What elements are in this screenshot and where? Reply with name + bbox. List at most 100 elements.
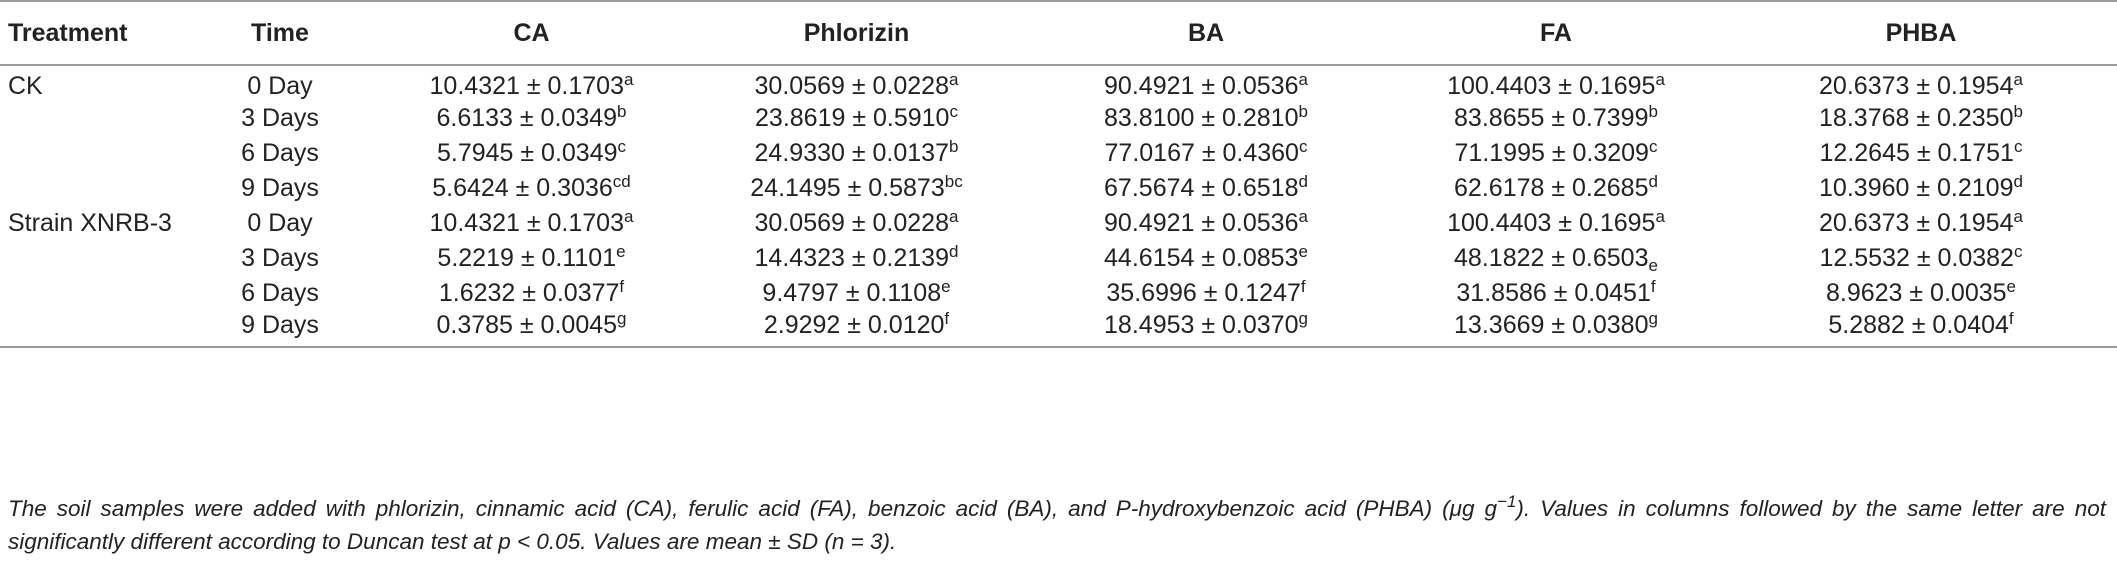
cell-phlorizin: 9.4797 ± 0.1108e [688,276,1025,311]
cell-value: 10.3960 ± 0.2109 [1819,174,2014,202]
header-time: Time [185,0,375,66]
significance-letter: a [948,207,959,226]
cell-value: 12.5532 ± 0.0382 [1819,244,2014,272]
cell-value: 62.6178 ± 0.2685 [1454,174,1649,202]
cell-fa: 100.4403 ± 0.1695a [1387,206,1725,241]
cell-phlorizin: 30.0569 ± 0.0228a [688,65,1025,101]
cell-phba: 20.6373 ± 0.1954a [1725,206,2117,241]
cell-phba: 20.6373 ± 0.1954a [1725,65,2117,101]
significance-letter: c [2013,242,2023,261]
cell-phlorizin: 30.0569 ± 0.0228a [688,206,1025,241]
cell-time: 6 Days [241,139,319,167]
cell-phba: 8.9623 ± 0.0035e [1725,276,2117,311]
cell-time: 0 Day [247,72,313,100]
footnote-text-2: ). Values in columns followed by the sam… [8,496,2106,554]
cell-fa: 71.1995 ± 0.3209c [1387,136,1725,171]
significance-letter: e [2006,277,2016,296]
cell-value: 18.3768 ± 0.2350 [1819,104,2014,132]
cell-value: 30.0569 ± 0.0228 [754,209,949,237]
cell-fa: 13.3669 ± 0.0380g [1387,310,1725,348]
cell-value: 10.4321 ± 0.1703 [429,209,624,237]
significance-letter: a [623,70,634,89]
cell-value: 24.9330 ± 0.0137 [754,139,949,167]
cell-value: 5.6424 ± 0.3036 [432,174,613,202]
significance-letter: d [948,242,959,261]
significance-letter: b [617,102,627,121]
cell-ba: 83.8100 ± 0.2810b [1025,101,1387,136]
significance-letter: b [1298,102,1308,121]
cell-value: 31.8586 ± 0.0451 [1456,279,1651,307]
cell-ba: 18.4953 ± 0.0370g [1025,309,1387,348]
cell-ca: 5.2219 ± 0.1101e [375,241,688,276]
cell-value: 5.2882 ± 0.0404 [1828,311,2009,339]
cell-treatment [0,101,185,136]
footnote-unit-exponent: −1 [1497,492,1517,511]
significance-letter: a [1655,207,1665,226]
significance-letter: f [1650,277,1656,296]
cell-treatment [0,276,185,311]
cell-value: 35.6996 ± 0.1247 [1106,279,1301,307]
cell-phba: 18.3768 ± 0.2350b [1725,101,2117,136]
cell-value: 77.0167 ± 0.4360 [1104,139,1299,167]
significance-letter: b [2013,102,2023,121]
cell-value: 90.4921 ± 0.0536 [1104,72,1299,100]
significance-letter: a [1655,70,1665,89]
cell-value: 0.3785 ± 0.0045 [436,311,618,339]
table-row: CK 0 Day 10.4321 ± 0.1703a 30.0569 ± 0.0228… [0,65,2117,101]
cell-ca: 0.3785 ± 0.0045g [375,309,688,348]
header-phba: PHBA [1725,0,2117,66]
cell-ca: 6.6133 ± 0.0349b [375,101,688,136]
significance-letter: f [944,309,950,328]
significance-letter: f [2008,309,2014,328]
cell-phba: 12.5532 ± 0.0382c [1725,241,2117,276]
cell-ba: 90.4921 ± 0.0536a [1025,206,1387,241]
footnote-text-1: The soil samples were added with phloriz… [8,496,1498,521]
cell-ca: 5.7945 ± 0.0349c [375,136,688,171]
cell-treatment: Strain XNRB-3 [8,209,172,237]
significance-letter: f [1300,277,1306,296]
cell-value: 100.4403 ± 0.1695 [1447,209,1656,237]
significance-letter: f [619,277,625,296]
significance-letter: e [616,242,626,261]
cell-fa: 100.4403 ± 0.1695a [1387,65,1725,101]
cell-value: 67.5674 ± 0.6518 [1104,174,1299,202]
significance-letter: a [2013,207,2023,226]
cell-ba: 67.5674 ± 0.6518d [1025,171,1387,206]
significance-letter: c [617,137,627,156]
table-body: CK 0 Day 10.4321 ± 0.1703a 30.0569 ± 0.0228… [0,65,2117,348]
significance-letter: d [2013,172,2023,191]
cell-value: 8.9623 ± 0.0035 [1825,279,2007,307]
significance-letter: g [1298,309,1308,328]
cell-time: 9 Days [241,174,319,202]
significance-letter: bc [944,172,963,191]
cell-ba: 77.0167 ± 0.4360c [1025,136,1387,171]
significance-letter: cd [612,172,631,191]
header-ba: BA [1025,0,1387,66]
table-header: Treatment Time CA Phlorizin BA FA PHBA [0,0,2117,66]
cell-value: 24.1495 ± 0.5873 [750,174,945,202]
significance-letter: a [1298,207,1308,226]
data-table: Treatment Time CA Phlorizin BA FA PHBA C… [0,0,2117,348]
header-fa: FA [1387,0,1725,66]
cell-phlorizin: 2.9292 ± 0.0120f [688,309,1025,348]
table-footnote: The soil samples were added with phloriz… [8,492,2106,558]
significance-letter: d [1298,172,1308,191]
significance-letter: c [1298,137,1308,156]
significance-letter: a [623,207,634,226]
significance-letter: d [1648,172,1658,191]
table-row: 6 Days 1.6232 ± 0.0377f 9.4797 ± 0.1108e 35… [0,276,2117,311]
header-phlorizin: Phlorizin [688,0,1025,66]
cell-phlorizin: 23.8619 ± 0.5910c [688,101,1025,136]
cell-value: 71.1995 ± 0.3209 [1454,139,1649,167]
cell-value: 10.4321 ± 0.1703 [429,72,624,100]
cell-fa: 48.1822 ± 0.6503e [1387,241,1725,276]
significance-letter: g [617,309,627,328]
significance-letter: c [949,102,958,121]
cell-value: 83.8655 ± 0.7399 [1454,104,1649,132]
table-row: 3 Days 5.2219 ± 0.1101e 14.4323 ± 0.2139d 4… [0,241,2117,276]
cell-value: 14.4323 ± 0.2139 [754,244,949,272]
significance-letter: e [941,277,951,296]
significance-letter: a [1298,70,1308,89]
table-row: Strain XNRB-3 0 Day 10.4321 ± 0.1703a 30.05… [0,206,2117,241]
data-table-container: Treatment Time CA Phlorizin BA FA PHBA C… [0,0,2117,348]
